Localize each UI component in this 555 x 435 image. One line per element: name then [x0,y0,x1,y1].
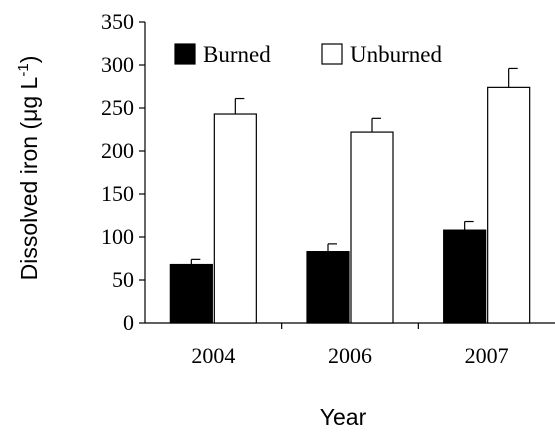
bar-unburned [487,86,531,324]
y-tick-label: 150 [101,181,134,206]
bar-unburned [213,113,257,324]
y-tick-label: 100 [101,224,134,249]
y-tick-label: 50 [112,267,134,292]
bar-unburned [350,131,394,324]
legend-swatch-burned [174,43,196,65]
y-axis-title-main: Dissolved iron (μg L [16,76,42,280]
y-axis-title: Dissolved iron (μg L-1) [15,56,42,281]
legend: Burned Unburned [174,42,442,67]
x-tick-label: 2004 [191,343,235,368]
x-axis-title: Year [320,404,367,430]
bar-burned [169,263,213,324]
x-tick-label: 2006 [328,343,372,368]
bar-burned [443,229,487,324]
y-axis-title-superscript: -1 [15,63,32,76]
y-axis-title-end: ) [16,56,42,64]
x-tick-label: 2007 [465,343,509,368]
y-tick-label: 300 [101,52,134,77]
legend-label-unburned: Unburned [350,42,442,67]
y-tick-label: 250 [101,95,134,120]
y-tick-label: 350 [101,9,134,34]
y-tick-label: 0 [123,310,134,335]
plot-area: 0 50 100 150 200 250 300 350 2004 2006 2007 [101,9,555,368]
bar-burned [306,251,350,324]
legend-label-burned: Burned [203,42,271,67]
y-tick-label: 200 [101,138,134,163]
legend-swatch-unburned [321,43,343,65]
